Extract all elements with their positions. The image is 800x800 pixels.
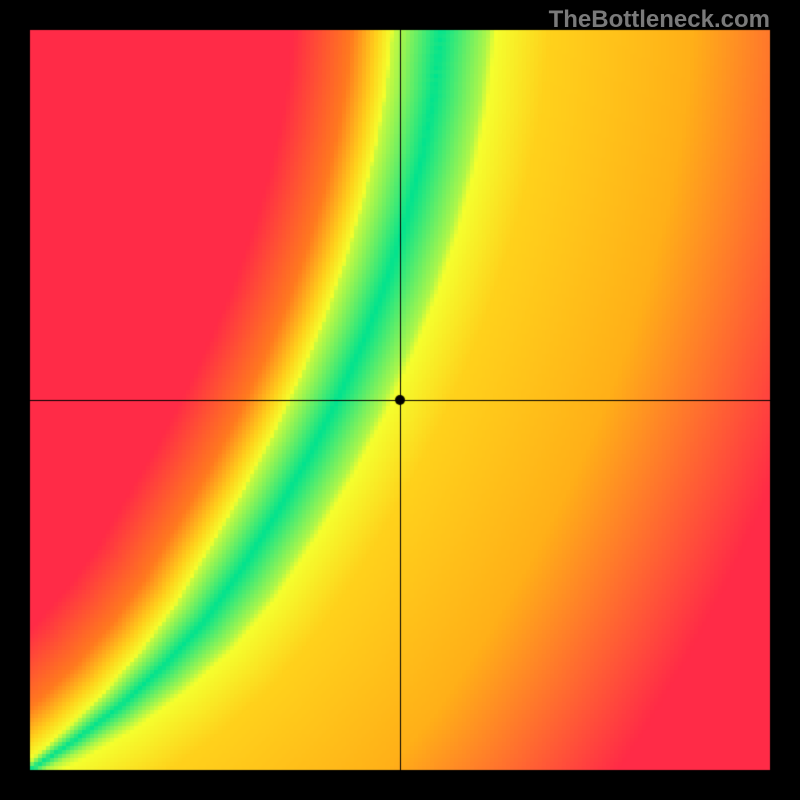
watermark-text: TheBottleneck.com [549,6,770,34]
bottleneck-heatmap [0,0,800,800]
